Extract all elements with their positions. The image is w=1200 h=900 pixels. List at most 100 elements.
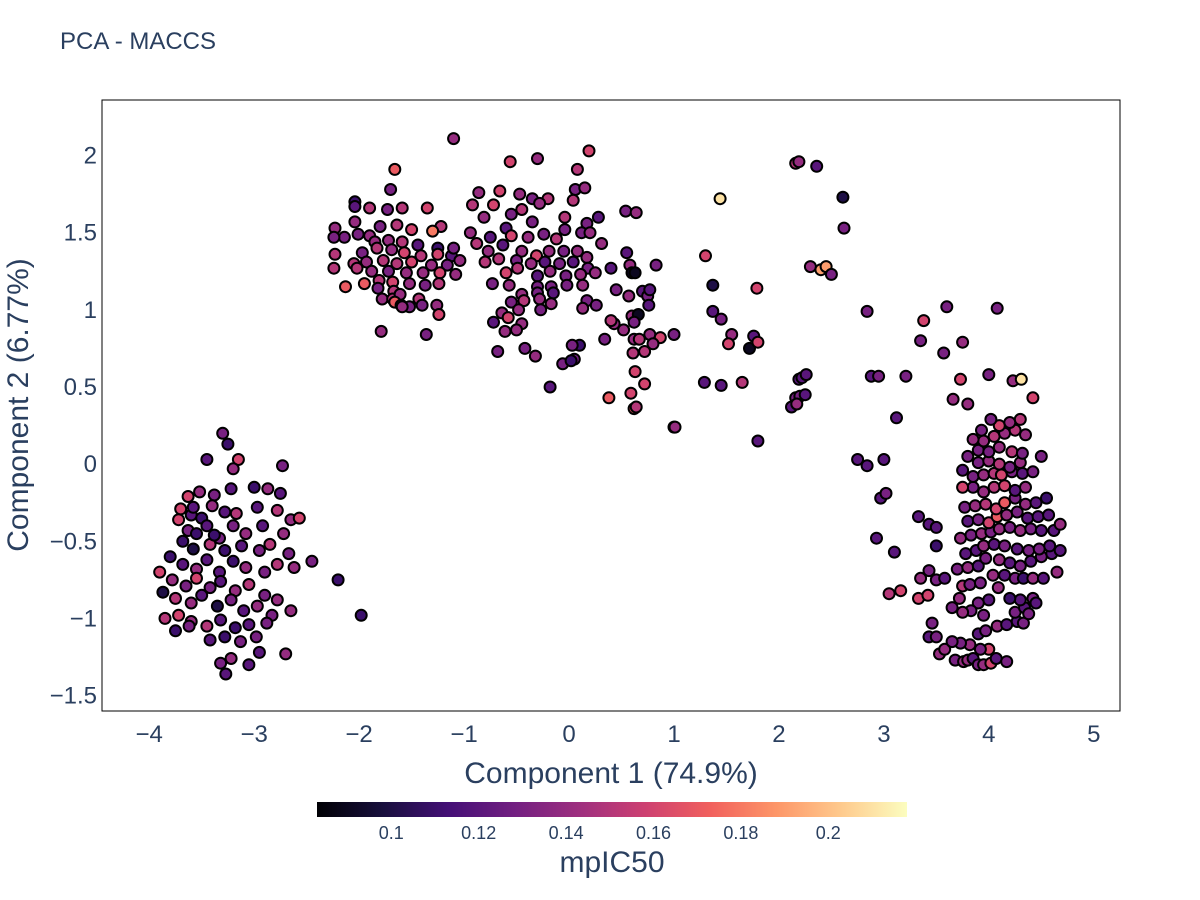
data-point: [373, 220, 387, 233]
data-point: [629, 206, 643, 220]
data-point: [1022, 607, 1036, 621]
data-point: [1032, 542, 1046, 556]
data-point: [370, 241, 384, 255]
data-point: [395, 201, 409, 215]
data-point: [751, 434, 765, 448]
data-point: [447, 241, 461, 255]
data-point: [501, 311, 515, 325]
data-point: [511, 261, 525, 275]
data-point: [534, 303, 548, 317]
data-point: [165, 573, 179, 587]
data-point: [354, 608, 368, 622]
data-point: [890, 411, 903, 425]
data-point: [1031, 510, 1045, 524]
x-tick-label: 0: [562, 721, 575, 748]
data-point: [176, 534, 190, 548]
data-point: [968, 499, 982, 513]
data-point: [851, 453, 865, 466]
data-point: [420, 201, 434, 215]
data-point: [1015, 446, 1029, 460]
data-point: [419, 328, 433, 341]
data-point: [860, 304, 874, 318]
data-point: [570, 244, 584, 258]
data-point: [200, 619, 214, 633]
data-point: [973, 642, 987, 656]
data-point: [487, 198, 500, 212]
data-point: [998, 479, 1012, 493]
data-point: [591, 210, 605, 224]
data-point: [252, 645, 266, 659]
data-point: [987, 480, 1001, 494]
data-point: [963, 578, 977, 591]
data-point: [982, 445, 996, 459]
data-point: [899, 369, 913, 383]
data-point: [588, 266, 602, 280]
data-point: [971, 559, 985, 573]
data-point: [163, 550, 177, 564]
data-point: [887, 545, 901, 559]
data-point: [172, 608, 186, 622]
data-point: [256, 519, 270, 533]
data-point: [961, 561, 975, 574]
data-point: [971, 513, 985, 527]
data-point: [598, 332, 612, 346]
data-point: [252, 544, 266, 557]
data-point: [447, 132, 461, 146]
data-point: [388, 162, 402, 176]
data-point: [578, 181, 592, 195]
data-point: [979, 624, 993, 638]
data-point: [954, 372, 967, 386]
data-point: [982, 368, 996, 382]
data-point: [224, 593, 238, 607]
data-point: [565, 338, 579, 352]
data-point: [242, 578, 256, 591]
data-point: [543, 380, 557, 394]
data-point: [351, 227, 365, 241]
data-point: [860, 459, 874, 473]
data-point: [1013, 524, 1027, 537]
data-point: [348, 215, 362, 229]
y-tick-label: −0.5: [50, 528, 97, 555]
data-point: [952, 591, 966, 605]
data-point: [533, 292, 547, 306]
data-point: [1013, 593, 1027, 607]
data-point: [576, 301, 590, 315]
data-point: [987, 429, 1001, 443]
data-point: [385, 243, 399, 257]
data-point: [510, 323, 523, 337]
data-point: [872, 369, 886, 383]
data-point: [1026, 391, 1040, 405]
data-point: [792, 155, 806, 169]
data-point: [1019, 428, 1032, 442]
data-point: [463, 226, 477, 240]
data-point: [713, 192, 727, 206]
data-point: [549, 232, 563, 246]
data-point: [940, 300, 954, 314]
data-point: [982, 516, 996, 530]
data-point: [374, 324, 388, 338]
data-point: [912, 510, 925, 524]
data-point: [989, 502, 1003, 516]
data-point: [357, 277, 371, 291]
data-point: [405, 223, 419, 237]
y-tick-label: 1: [84, 297, 97, 324]
data-point: [432, 308, 446, 321]
data-point: [622, 289, 636, 303]
data-point: [503, 155, 517, 169]
data-point: [1042, 508, 1056, 522]
data-point: [513, 187, 527, 201]
data-point: [453, 254, 467, 267]
data-point: [226, 554, 240, 568]
data-point: [629, 400, 643, 414]
data-point: [706, 304, 720, 318]
data-point: [219, 667, 233, 681]
data-point: [929, 520, 943, 534]
data-point: [956, 480, 970, 494]
data-point: [339, 280, 352, 294]
data-point: [544, 297, 558, 311]
data-point: [617, 323, 631, 337]
colorbar: [317, 802, 907, 817]
data-point: [646, 337, 660, 351]
data-point: [922, 564, 936, 578]
